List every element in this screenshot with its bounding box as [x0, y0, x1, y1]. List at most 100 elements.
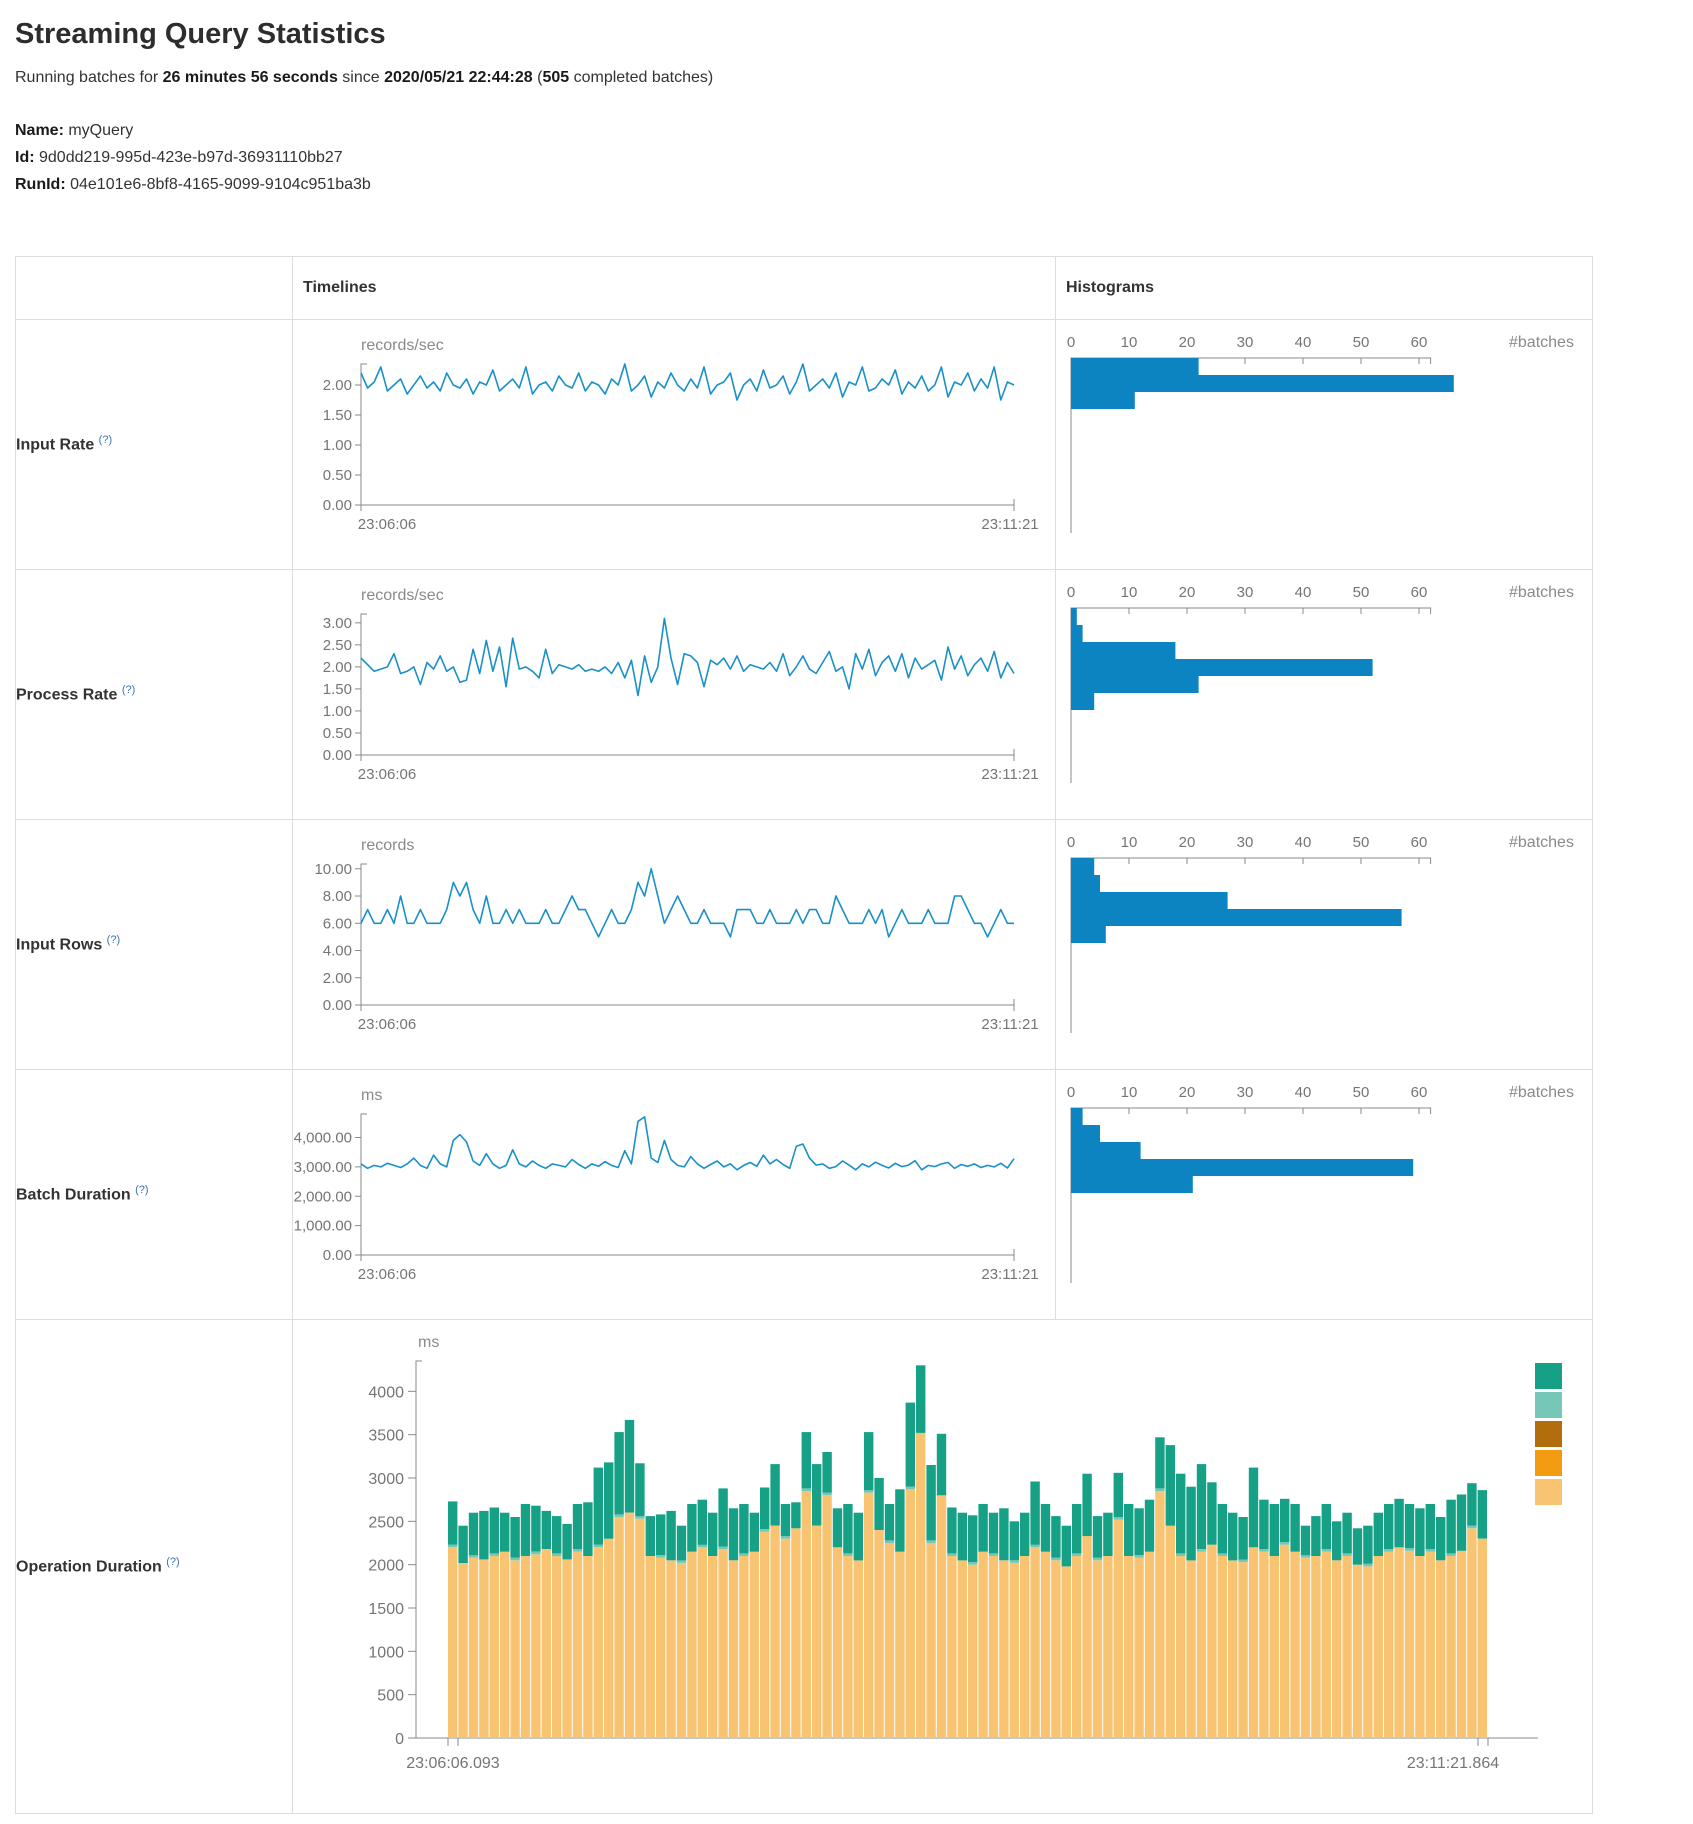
svg-text:records/sec: records/sec: [361, 587, 444, 604]
input-rows-histogram-cell: 0 10 20 30 40 50 60 #batches: [1055, 819, 1593, 1070]
svg-text:#batches: #batches: [1509, 584, 1574, 601]
svg-text:0.00: 0.00: [323, 997, 352, 1014]
query-runid-label: RunId:: [15, 176, 66, 193]
svg-text:50: 50: [1353, 334, 1370, 351]
table-row: Operation Duration (?) ms 0 500 1000 1500 200…: [15, 1319, 1593, 1814]
svg-text:0.50: 0.50: [323, 725, 352, 742]
process-rate-timeline-cell: records/sec 0.00 0.50 1.00 1.50 2.00 2.50 3.00 2…: [292, 569, 1056, 820]
input-rate-histogram-chart: 0 10 20 30 40 50 60 #batches: [1067, 334, 1574, 533]
query-meta: Name: myQuery Id: 9d0dd219-995d-423e-b97…: [15, 117, 1678, 198]
svg-text:20: 20: [1179, 1084, 1196, 1101]
svg-text:3500: 3500: [368, 1427, 404, 1444]
query-name-label: Name:: [15, 122, 64, 139]
svg-text:40: 40: [1295, 584, 1312, 601]
svg-text:20: 20: [1179, 584, 1196, 601]
svg-text:10: 10: [1121, 1084, 1138, 1101]
svg-text:2.00: 2.00: [323, 970, 352, 987]
batch-duration-timeline-chart: ms 0.00 1,000.00 2,000.00 3,000.00 4,000.00 23…: [294, 1087, 1039, 1283]
query-name-line: Name: myQuery: [15, 117, 1678, 144]
svg-text:#batches: #batches: [1509, 334, 1574, 351]
svg-text:23:11:21: 23:11:21: [981, 1266, 1038, 1283]
metric-label: Input Rows: [16, 936, 103, 954]
svg-text:0: 0: [1067, 834, 1075, 851]
query-name-value: myQuery: [63, 122, 134, 139]
svg-text:records/sec: records/sec: [361, 337, 444, 354]
running-prefix: Running batches for: [15, 69, 163, 86]
svg-text:50: 50: [1353, 584, 1370, 601]
svg-text:0: 0: [1067, 1084, 1075, 1101]
svg-text:3.00: 3.00: [323, 615, 352, 632]
help-icon[interactable]: (?): [98, 434, 113, 447]
metric-label: Process Rate: [16, 686, 118, 704]
svg-text:1.00: 1.00: [323, 437, 352, 454]
svg-text:2.50: 2.50: [323, 637, 352, 654]
input-rows-label-cell: Input Rows (?): [15, 819, 293, 1070]
svg-text:20: 20: [1179, 834, 1196, 851]
process-rate-label-cell: Process Rate (?): [15, 569, 293, 820]
svg-text:#batches: #batches: [1509, 834, 1574, 851]
svg-text:40: 40: [1295, 834, 1312, 851]
svg-text:0: 0: [1067, 584, 1075, 601]
svg-text:23:11:21: 23:11:21: [981, 766, 1038, 783]
svg-text:0.00: 0.00: [323, 747, 352, 764]
svg-text:23:06:06.093: 23:06:06.093: [406, 1755, 500, 1772]
svg-text:60: 60: [1411, 584, 1428, 601]
svg-text:50: 50: [1353, 834, 1370, 851]
svg-text:#batches: #batches: [1509, 1084, 1574, 1101]
svg-text:1,000.00: 1,000.00: [294, 1218, 352, 1235]
running-since: since: [337, 69, 385, 86]
svg-text:23:06:06: 23:06:06: [358, 1266, 416, 1283]
svg-text:ms: ms: [361, 1087, 382, 1104]
svg-text:23:11:21: 23:11:21: [981, 1016, 1038, 1033]
svg-text:0: 0: [395, 1731, 404, 1748]
help-icon[interactable]: (?): [166, 1556, 180, 1569]
svg-text:ms: ms: [418, 1334, 439, 1351]
svg-text:1.50: 1.50: [323, 681, 352, 698]
svg-text:records: records: [361, 837, 414, 854]
query-id-label: Id:: [15, 149, 35, 166]
table-header-row: Timelines Histograms: [15, 256, 1593, 320]
metric-label: Batch Duration: [16, 1186, 131, 1204]
svg-text:1.50: 1.50: [323, 407, 352, 424]
metric-label: Input Rate: [16, 436, 95, 454]
running-duration: 26 minutes 56 seconds: [162, 69, 338, 86]
svg-text:2.00: 2.00: [323, 377, 352, 394]
svg-text:6.00: 6.00: [323, 915, 352, 932]
process-rate-histogram-chart: 0 10 20 30 40 50 60 #batches: [1067, 584, 1574, 783]
svg-text:20: 20: [1179, 334, 1196, 351]
help-icon[interactable]: (?): [121, 684, 136, 697]
input-rows-timeline-chart: records 0.00 2.00 4.00 6.00 8.00 10.00 23:06:06…: [314, 837, 1038, 1033]
process-rate-timeline-chart: records/sec 0.00 0.50 1.00 1.50 2.00 2.50 3.00 2…: [323, 587, 1039, 783]
running-batches-summary: Running batches for 26 minutes 56 second…: [15, 69, 1678, 87]
input-rows-histogram-chart: 0 10 20 30 40 50 60 #batches: [1067, 834, 1574, 1033]
input-rate-timeline-cell: records/sec 0.00 0.50 1.00 1.50 2.00 23:06:06 2…: [292, 319, 1056, 570]
svg-text:0: 0: [1067, 334, 1075, 351]
svg-text:10.00: 10.00: [314, 861, 352, 878]
running-suffix: completed batches): [569, 69, 714, 86]
svg-text:40: 40: [1295, 334, 1312, 351]
query-id-line: Id: 9d0dd219-995d-423e-b97d-36931110bb27: [15, 144, 1678, 171]
batch-duration-label-cell: Batch Duration (?): [15, 1069, 293, 1320]
svg-text:60: 60: [1411, 1084, 1428, 1101]
svg-text:60: 60: [1411, 334, 1428, 351]
svg-text:1.00: 1.00: [323, 703, 352, 720]
svg-text:1000: 1000: [368, 1644, 404, 1661]
svg-text:500: 500: [377, 1687, 404, 1704]
help-icon[interactable]: (?): [106, 934, 121, 947]
svg-text:0.50: 0.50: [323, 467, 352, 484]
operation-duration-label-cell: Operation Duration (?): [15, 1319, 293, 1814]
svg-text:30: 30: [1237, 1084, 1254, 1101]
svg-text:2,000.00: 2,000.00: [294, 1188, 352, 1205]
svg-text:40: 40: [1295, 1084, 1312, 1101]
help-icon[interactable]: (?): [135, 1184, 149, 1197]
legend-swatch: [1535, 1391, 1562, 1418]
table-row: Batch Duration (?) ms 0.00 1,000.00 2,000.0…: [15, 1069, 1593, 1320]
running-start-time: 2020/05/21 22:44:28: [384, 69, 533, 86]
svg-text:10: 10: [1121, 584, 1138, 601]
legend-swatch: [1535, 1362, 1562, 1389]
svg-text:10: 10: [1121, 334, 1138, 351]
legend-swatch: [1535, 1478, 1562, 1505]
svg-text:10: 10: [1121, 834, 1138, 851]
batch-duration-histogram-chart: 0 10 20 30 40 50 60 #batches: [1067, 1084, 1574, 1283]
